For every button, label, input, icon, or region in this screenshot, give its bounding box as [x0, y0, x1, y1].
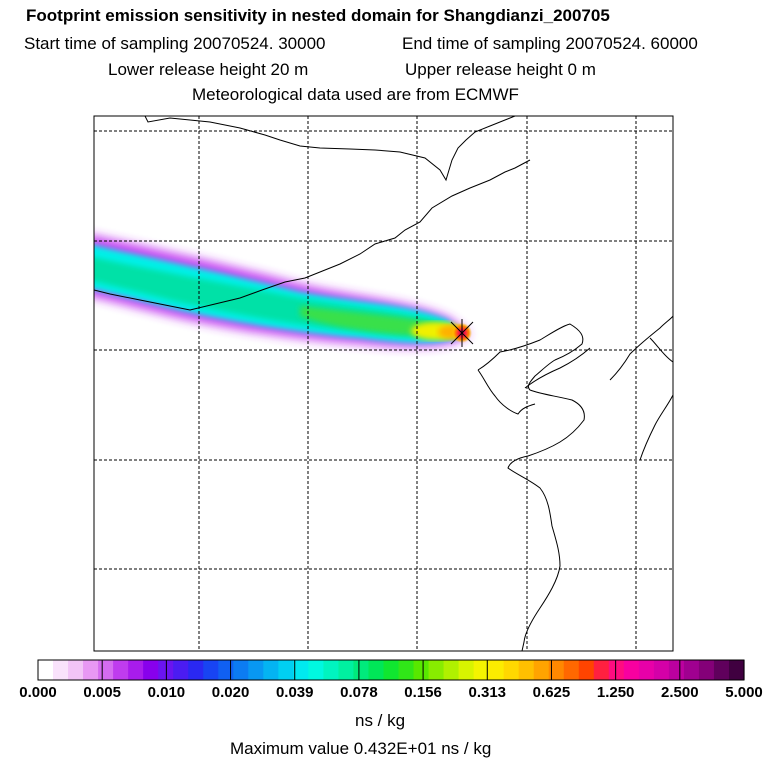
colorbar-cell: [698, 660, 715, 680]
colorbar-cell: [713, 660, 730, 680]
colorbar-cell: [38, 660, 54, 680]
colorbar-cell: [578, 660, 595, 680]
colorbar-cell: [353, 660, 370, 680]
colorbar-cell: [398, 660, 415, 680]
colorbar-cell: [248, 660, 264, 680]
colorbar-tick-label: 0.078: [340, 684, 378, 701]
colorbar-cell: [458, 660, 475, 680]
colorbar-cell: [323, 660, 340, 680]
colorbar-tick-label: 5.000: [725, 684, 763, 701]
colorbar-cell: [488, 660, 505, 680]
colorbar-cell: [218, 660, 234, 680]
colorbar-cell: [203, 660, 219, 680]
colorbar-tick-label: 0.000: [19, 684, 57, 701]
colorbar-cell: [653, 660, 670, 680]
colorbar-cell: [263, 660, 279, 680]
colorbar-tick-label: 0.010: [147, 684, 186, 701]
maximum-value: Maximum value 0.432E+01 ns / kg: [230, 739, 492, 758]
colorbar-cell: [668, 660, 685, 680]
colorbar-cells: [38, 660, 745, 680]
colorbar-outline: [37, 659, 745, 681]
colorbar-tick-label: 0.005: [83, 684, 121, 701]
colorbar-cell: [473, 660, 490, 680]
colorbar-tick-label: 0.313: [468, 684, 507, 701]
map-frame: [93, 115, 674, 652]
colorbar-cell: [428, 660, 445, 680]
met-source: Meteorological data used are from ECMWF: [192, 85, 519, 104]
colorbar-cell: [143, 660, 159, 680]
coastlines: [94, 116, 673, 651]
colorbar-cell: [728, 660, 745, 680]
colorbar-tick-label: 0.020: [211, 684, 250, 701]
colorbar-cell: [293, 660, 309, 680]
colorbar-cell: [368, 660, 385, 680]
upper-release-height: Upper release height 0 m: [405, 60, 596, 79]
receptor-star-icon: [450, 319, 474, 347]
colorbar-cell: [308, 660, 324, 680]
colorbar-cell: [518, 660, 535, 680]
colorbar-cell: [533, 660, 550, 680]
colorbar-tick-label: 2.500: [661, 684, 699, 701]
colorbar-cell: [68, 660, 84, 680]
page-title: Footprint emission sensitivity in nested…: [26, 6, 610, 25]
colorbar-cell: [593, 660, 610, 680]
colorbar-cell: [233, 660, 249, 680]
colorbar-cell: [638, 660, 655, 680]
colorbar-separators: [101, 660, 681, 680]
colorbar-cell: [98, 660, 114, 680]
colorbar-cell: [338, 660, 355, 680]
lat-lon-grid: [94, 116, 673, 651]
colorbar-cell: [623, 660, 640, 680]
colorbar-cell: [548, 660, 565, 680]
colorbar-cell: [173, 660, 189, 680]
colorbar-cell: [188, 660, 204, 680]
colorbar-units: ns / kg: [355, 711, 406, 730]
lower-release-height: Lower release height 20 m: [108, 60, 309, 79]
colorbar-cell: [503, 660, 520, 680]
end-time: End time of sampling 20070524. 60000: [402, 34, 698, 53]
colorbar-cell: [608, 660, 625, 680]
colorbar-cell: [443, 660, 460, 680]
start-time: Start time of sampling 20070524. 30000: [24, 34, 326, 53]
colorbar-tick-label: 1.250: [596, 684, 635, 701]
colorbar-cell: [683, 660, 700, 680]
colorbar-cell: [563, 660, 580, 680]
colorbar-cell: [128, 660, 144, 680]
colorbar-cell: [278, 660, 294, 680]
colorbar-cell: [53, 660, 69, 680]
colorbar-cell: [113, 660, 129, 680]
colorbar-tick-label: 0.156: [404, 684, 442, 701]
colorbar-cell: [413, 660, 430, 680]
colorbar-tick-label: 0.039: [275, 684, 314, 701]
colorbar-cell: [383, 660, 400, 680]
colorbar-cell: [83, 660, 99, 680]
colorbar-tick-label: 0.625: [532, 684, 571, 701]
footprint-plume: [94, 235, 472, 348]
